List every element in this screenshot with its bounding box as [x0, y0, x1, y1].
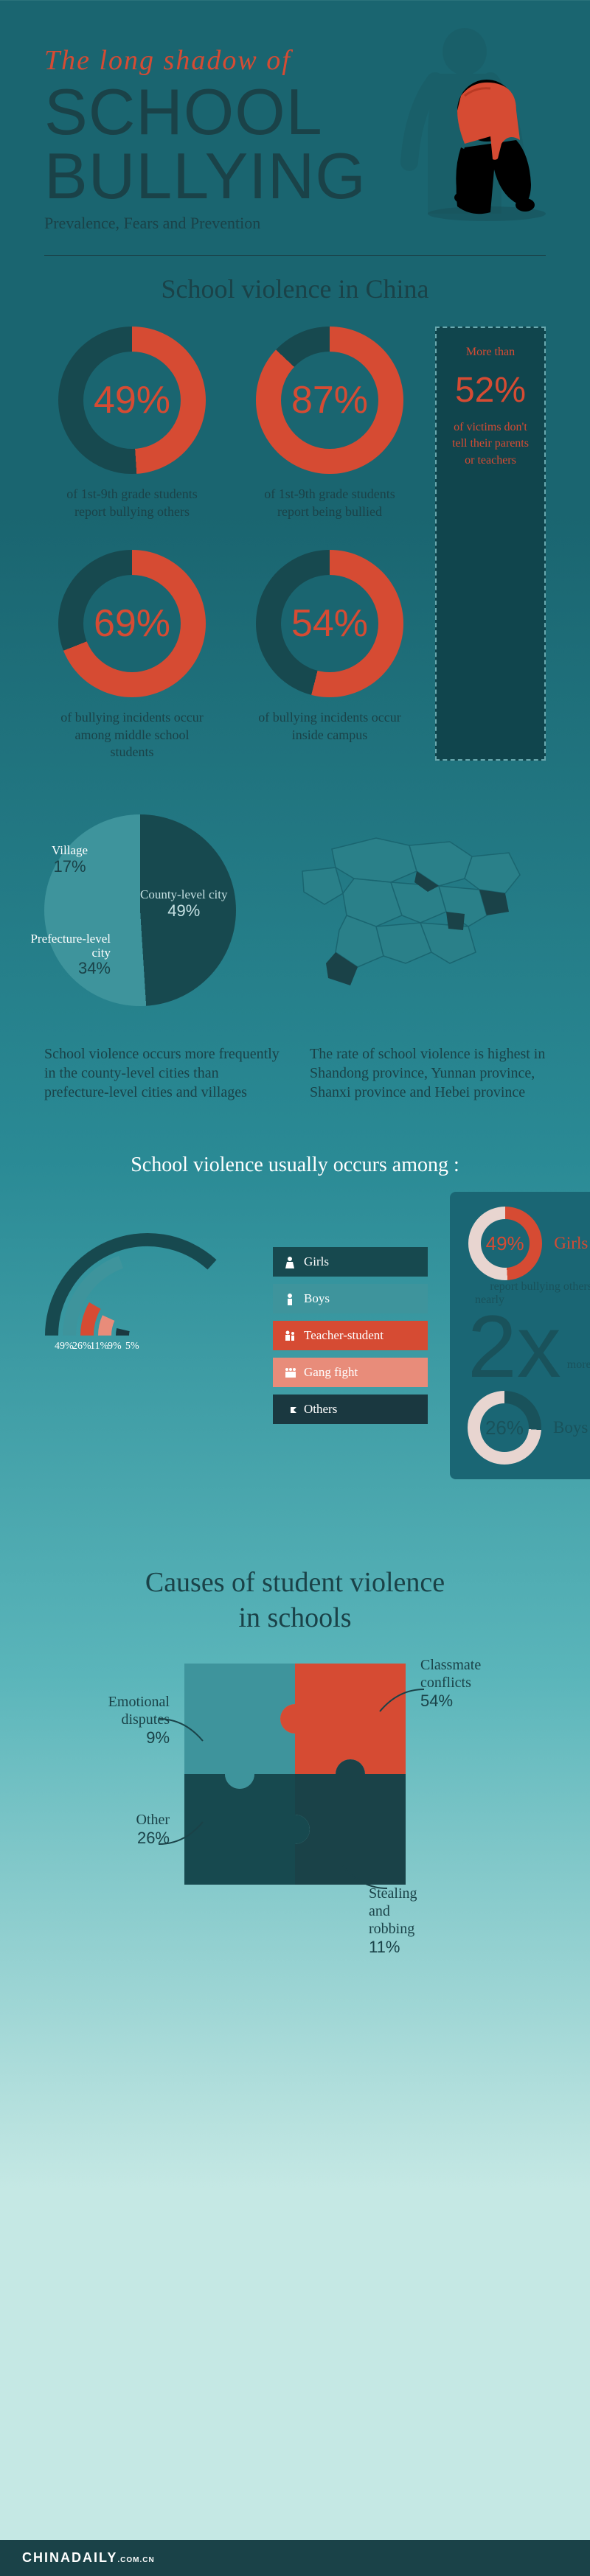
legend-bar: Boys: [273, 1284, 428, 1313]
divider: [44, 255, 546, 256]
legend-bars: Girls Boys Teacher-student Gang fight Others: [273, 1247, 428, 1424]
legend-icon: [283, 1366, 296, 1379]
pie-slice-pct: 17%: [52, 858, 88, 876]
legend-icon: [283, 1292, 296, 1305]
pie-slice-pct: 34%: [22, 960, 111, 977]
pie-slice-label: County-level city: [140, 887, 228, 901]
sidebar-line1: More than: [466, 346, 515, 358]
legend-label: Others: [304, 1402, 337, 1417]
arrow-icon: [155, 1818, 206, 1848]
legend-label: Teacher-student: [304, 1328, 384, 1343]
pie-slice-label: Prefecture-level city: [30, 932, 111, 960]
legend-bar: Others: [273, 1395, 428, 1424]
text-left: School violence occurs more frequently i…: [44, 1044, 280, 1102]
girls-pct: 49%: [486, 1232, 524, 1255]
donut-value: 87%: [291, 378, 368, 422]
donut-chart: 49%: [58, 327, 206, 474]
victim-illustration: [420, 74, 553, 221]
cause-label: Stealing and robbing: [369, 1885, 417, 1937]
donut-caption: of 1st-9th grade students report bullyin…: [58, 486, 206, 520]
donuts-grid: 49% of 1st-9th grade students report bul…: [44, 327, 417, 761]
girls-donut: 49%: [468, 1207, 542, 1280]
legend-bar: Girls: [273, 1247, 428, 1277]
donut-card-2: 69% of bullying incidents occur among mi…: [44, 550, 220, 761]
concentric-arcs: 49%26%11%9%5%: [44, 1232, 251, 1439]
boys-text: Boys: [553, 1418, 588, 1437]
compare-more: more than: [567, 1358, 590, 1372]
svg-text:49%: 49%: [55, 1341, 74, 1352]
legend-label: Boys: [304, 1291, 330, 1306]
svg-text:5%: 5%: [125, 1341, 139, 1352]
legend-bar: Teacher-student: [273, 1321, 428, 1350]
puzzle: Classmate conflicts 54% Emotional disput…: [184, 1664, 406, 1888]
donut-value: 54%: [291, 601, 368, 646]
sidebar-stat: More than 52% of victims don't tell thei…: [435, 327, 546, 761]
pie-slice-label: Village: [52, 843, 88, 857]
donut-value: 49%: [94, 378, 170, 422]
donut-card-1: 87% of 1st-9th grade students report bei…: [242, 327, 417, 520]
boys-donut: 26%: [468, 1391, 541, 1465]
donut-card-3: 54% of bullying incidents occur inside c…: [242, 550, 417, 761]
legend-label: Girls: [304, 1254, 329, 1269]
legend-icon: [283, 1329, 296, 1342]
svg-text:26%: 26%: [72, 1341, 91, 1352]
causes-heading-2: in schools: [44, 1603, 546, 1634]
donut-value: 69%: [94, 601, 170, 646]
causes-heading-1: Causes of student violence: [44, 1568, 546, 1599]
among-heading: School violence usually occurs among :: [44, 1153, 546, 1177]
text-right: The rate of school violence is highest i…: [310, 1044, 546, 1102]
footer: CHINADAILY.COM.CN: [0, 2540, 590, 2576]
donut-chart: 69%: [58, 550, 206, 697]
donut-card-0: 49% of 1st-9th grade students report bul…: [44, 327, 220, 520]
location-pie: County-level city 49% Prefecture-level c…: [44, 814, 236, 1006]
donut-caption: of bullying incidents occur among middle…: [58, 709, 206, 761]
cause-pct: 11%: [369, 1938, 417, 1957]
pie-slice-pct: 49%: [140, 902, 228, 920]
boys-pct: 26%: [485, 1417, 524, 1439]
sidebar-line2: of victims don't tell their parents or t…: [452, 421, 529, 467]
footer-brand: CHINADAILY: [22, 2550, 117, 2565]
donut-caption: of 1st-9th grade students report being b…: [256, 486, 403, 520]
arrow-icon: [376, 1686, 428, 1715]
arrow-icon: [339, 1863, 391, 1892]
legend-icon: [283, 1255, 296, 1268]
cause-label: Classmate conflicts: [420, 1657, 481, 1691]
donut-chart: 87%: [256, 327, 403, 474]
donut-chart: 54%: [256, 550, 403, 697]
china-map: [273, 805, 546, 1015]
arrow-icon: [155, 1715, 206, 1745]
girls-text: Girls: [554, 1234, 588, 1253]
section1-heading: School violence in China: [44, 273, 546, 304]
svg-text:9%: 9%: [108, 1341, 122, 1352]
compare-mid: report bullying others: [468, 1280, 590, 1294]
legend-label: Gang fight: [304, 1365, 358, 1380]
compare-box: 49% Girls report bullying others nearly …: [450, 1192, 590, 1479]
legend-icon: [283, 1403, 296, 1416]
legend-bar: Gang fight: [273, 1358, 428, 1387]
svg-text:11%: 11%: [90, 1341, 108, 1352]
footer-suffix: .COM.CN: [117, 2556, 154, 2564]
compare-big: 2x: [468, 1307, 561, 1386]
sidebar-big: 52%: [447, 366, 534, 415]
donut-caption: of bullying incidents occur inside campu…: [256, 709, 403, 744]
cause-pct: 54%: [420, 1692, 481, 1711]
